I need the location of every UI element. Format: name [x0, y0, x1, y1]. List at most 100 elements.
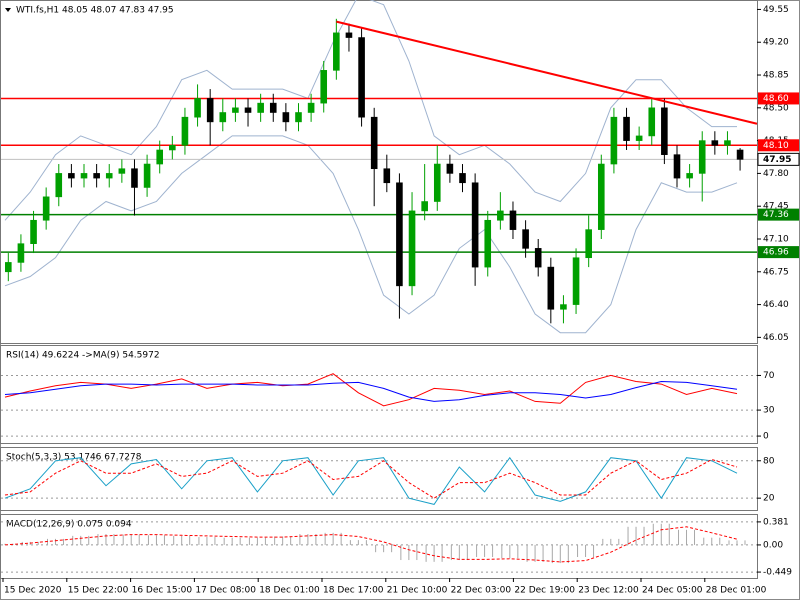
level-tag: [758, 208, 799, 221]
price-panel: [0, 0, 758, 344]
candle-body: [534, 248, 542, 268]
x-tick-label: 17 Dec 08:00: [195, 586, 256, 596]
indicator-line: [4, 135, 738, 334]
candle-body: [333, 32, 340, 71]
stoch-panel: [0, 447, 758, 511]
panel-title: Stoch(5,3,3) 53.1746 67.7278: [6, 453, 142, 463]
candle-body: [358, 37, 365, 118]
candle-body: [68, 173, 75, 179]
y-tick-label: 0.00: [763, 540, 783, 550]
y-tick-label: 0: [763, 432, 769, 442]
y-tick-label: 47.80: [763, 169, 789, 179]
y-tick-label: 47.45: [763, 202, 789, 212]
indicator-line: [4, 526, 738, 563]
y-tick-label: 48.50: [763, 103, 789, 113]
candle-body: [244, 107, 252, 113]
candle-body: [724, 140, 731, 146]
x-tick-label: 23 Dec 12:00: [578, 586, 639, 596]
y-tick-label: 49.20: [763, 38, 789, 48]
candle-body: [686, 173, 693, 179]
candle-body: [433, 163, 441, 202]
level-label: 48.60: [763, 94, 789, 104]
candle-body: [597, 163, 605, 230]
level-label: 46.96: [763, 248, 789, 258]
candle-body: [648, 107, 656, 137]
candle-body: [131, 168, 138, 188]
candle-body: [421, 201, 428, 212]
x-tick-label: 22 Dec 03:00: [451, 586, 512, 596]
candle-body: [143, 163, 151, 188]
last-price-tag: [757, 152, 800, 166]
candle-body: [105, 173, 113, 179]
level-label: 47.36: [763, 210, 789, 220]
candle-body: [282, 112, 290, 123]
panel-title: MACD(12,26,9) 0.075 0.094: [6, 520, 132, 530]
x-tick-label: 22 Dec 19:00: [514, 586, 575, 596]
candle-body: [17, 243, 25, 263]
y-tick-label: 46.05: [763, 333, 789, 343]
candle-body: [295, 112, 302, 123]
candle-body: [484, 219, 492, 268]
candle-body: [585, 229, 592, 259]
x-tick-label: 18 Dec 17:00: [323, 586, 384, 596]
candle-body: [169, 144, 176, 151]
x-tick-label: 21 Dec 10:00: [387, 586, 448, 596]
indicator-line: [4, 380, 738, 402]
candle-body: [446, 163, 454, 174]
candle-body: [156, 149, 164, 165]
candle-body: [118, 168, 126, 174]
candle-body: [5, 262, 12, 273]
panel-title: RSI(14) 49.6224 ->MA(9) 54.5972: [6, 351, 160, 361]
y-tick-label: -0.449: [763, 568, 792, 578]
candle-body: [42, 196, 50, 221]
candle-body: [320, 70, 328, 104]
candle-body: [572, 257, 580, 305]
candle-body: [610, 116, 618, 165]
indicator-line: [4, 0, 737, 221]
x-tick-label: 15 Dec 22:00: [68, 586, 129, 596]
candle-body: [698, 140, 706, 174]
candle-body: [547, 266, 555, 310]
trend-line: [336, 20, 758, 125]
candle-body: [194, 98, 201, 118]
y-tick-label: 46.40: [763, 300, 789, 310]
y-tick-label: 20: [763, 494, 775, 504]
level-tag: [758, 246, 799, 259]
candle-body: [459, 173, 466, 184]
x-tick-label: 16 Dec 15:00: [132, 586, 193, 596]
candle-body: [635, 135, 643, 141]
candle-body: [560, 304, 567, 310]
menu-arrow: [5, 8, 11, 12]
candle-body: [383, 168, 391, 184]
candle-body: [673, 154, 681, 179]
rsi-panel: [0, 345, 758, 444]
level-tag: [758, 92, 799, 105]
indicator-line: [4, 373, 738, 407]
level-label: 48.10: [763, 141, 789, 151]
candle-body: [471, 182, 479, 268]
y-tick-label: 46.75: [763, 267, 789, 277]
indicator-line: [4, 458, 738, 499]
candle-body: [396, 182, 403, 287]
candle-body: [80, 173, 88, 179]
candle-body: [307, 102, 315, 113]
y-tick-label: 80: [763, 456, 775, 466]
y-tick-label: 48.85: [763, 71, 789, 81]
y-tick-label: 70: [763, 371, 775, 381]
candle-body: [206, 98, 214, 123]
x-tick-label: 15 Dec 2020: [4, 586, 62, 596]
candle-body: [736, 149, 744, 160]
candle-body: [232, 107, 239, 113]
x-tick-label: 24 Dec 05:00: [642, 586, 703, 596]
candle-body: [370, 116, 378, 170]
candle-body: [661, 107, 668, 155]
y-tick-label: 0.381: [763, 517, 789, 527]
candle-body: [509, 210, 517, 230]
candle-body: [623, 116, 630, 141]
candle-body: [497, 210, 504, 221]
y-tick-label: 47.10: [763, 234, 789, 244]
candle-body: [181, 116, 189, 146]
candle-body: [30, 219, 37, 244]
